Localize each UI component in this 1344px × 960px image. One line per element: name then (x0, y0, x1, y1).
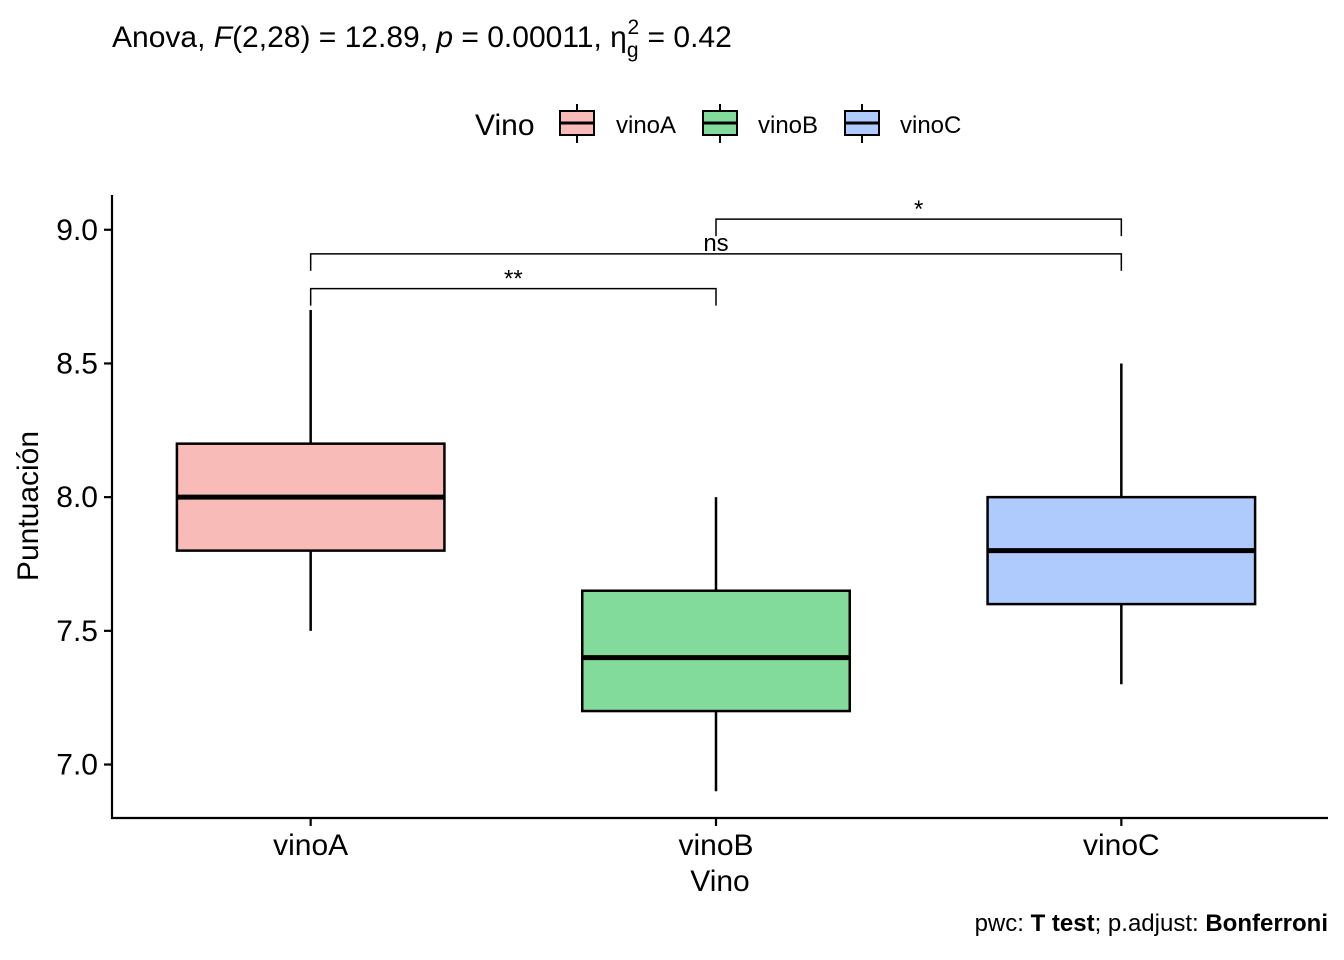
subtitle-eta-symbol: η (610, 21, 627, 54)
comparison-label: * (914, 196, 923, 223)
subtitle-p-value: = 0.00011, (453, 21, 610, 54)
subtitle-prefix: Anova, (112, 21, 214, 54)
legend-label-vinoA: vinoA (616, 112, 676, 139)
box-iqr (580, 589, 852, 713)
subtitle-eta-value: = 0.42 (639, 21, 732, 54)
x-axis-ticks: vinoA vinoB vinoC (273, 818, 1160, 862)
comparison-bracket (309, 253, 1123, 271)
legend-label-vinoC: vinoC (900, 112, 961, 139)
caption-pwc-label: pwc: (974, 910, 1031, 937)
x-tick-label-vinoB: vinoB (678, 829, 753, 862)
y-tick-label: 8.0 (56, 481, 98, 514)
legend: Vino vinoA vinoB vinoC (475, 104, 961, 143)
legend-key-vinoC (844, 104, 880, 143)
y-tick-label: 8.5 (56, 347, 98, 380)
y-tick-label: 7.5 (56, 615, 98, 648)
comparison-bracket (309, 287, 717, 306)
caption-adjust-label: ; p.adjust: (1094, 910, 1206, 937)
y-axis-title: Puntuación (12, 431, 45, 581)
comparison-label: ** (504, 266, 523, 293)
comparison-vinoA-vinoB: ** (309, 266, 717, 306)
box-vinoB (580, 497, 852, 792)
x-axis-title: Vino (690, 865, 750, 898)
comparison-brackets: **ns* (309, 196, 1123, 306)
box-vinoA (175, 309, 446, 631)
subtitle-p-symbol: p (435, 21, 453, 54)
y-axis-ticks: 7.0 7.5 8.0 8.5 9.0 (56, 214, 112, 782)
y-tick-label: 7.0 (56, 749, 98, 782)
legend-label-vinoB: vinoB (758, 112, 818, 139)
subtitle-eta-subscript: g (627, 39, 639, 62)
legend-key-vinoA (559, 104, 595, 143)
chart-caption: pwc: T test; p.adjust: Bonferroni (975, 910, 1328, 938)
comparison-vinoB-vinoC: * (715, 196, 1123, 237)
box-series (175, 309, 1257, 792)
legend-title: Vino (475, 109, 535, 142)
legend-key-vinoB (702, 104, 738, 143)
caption-adjust-value: Bonferroni (1205, 910, 1328, 937)
box-vinoC (986, 363, 1257, 685)
y-tick-label: 9.0 (56, 214, 98, 247)
comparison-bracket (715, 218, 1123, 237)
chart-subtitle: Anova, F(2,28) = 12.89, p = 0.00011, ηg2… (112, 16, 732, 62)
x-tick-label-vinoC: vinoC (1083, 829, 1160, 862)
subtitle-eta-superscript: 2 (628, 16, 640, 39)
subtitle-f-args: (2,28) = 12.89, (232, 21, 436, 54)
caption-pwc-value: T test (1030, 910, 1095, 937)
subtitle-f-symbol: F (214, 21, 234, 54)
x-tick-label-vinoA: vinoA (273, 829, 348, 862)
